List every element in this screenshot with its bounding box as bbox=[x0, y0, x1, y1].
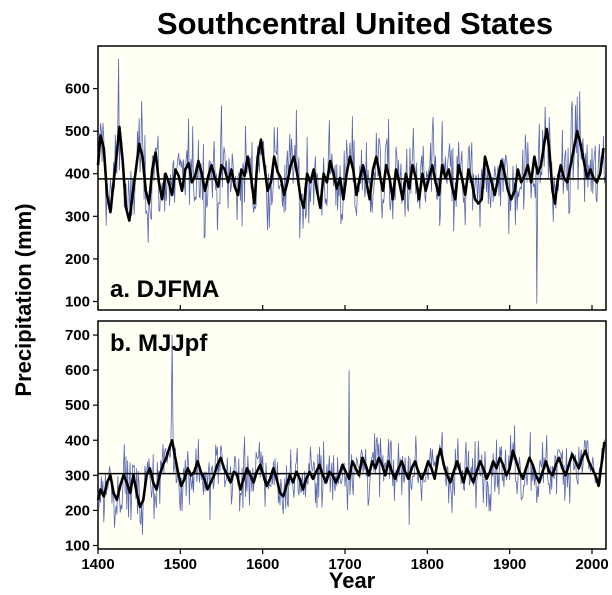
y-tick-label: 300 bbox=[65, 208, 90, 225]
x-tick-label: 1600 bbox=[246, 556, 279, 573]
y-tick-label: 500 bbox=[65, 123, 90, 140]
panel-a: 100 200 300 400 500 600 a. DJFMA bbox=[65, 45, 607, 311]
y-tick-label: 100 bbox=[65, 293, 90, 310]
x-tick-label: 1500 bbox=[164, 556, 197, 573]
x-tick-label: 1800 bbox=[411, 556, 444, 573]
y-tick-label: 600 bbox=[65, 81, 90, 98]
y-tick-label: 700 bbox=[65, 327, 90, 344]
panel-a-label: a. DJFMA bbox=[110, 276, 219, 303]
x-axis-title: Year bbox=[329, 568, 376, 593]
panel-b-y-axis: 100 200 300 400 500 600 700 bbox=[65, 327, 98, 554]
annual-precipitation-line bbox=[97, 334, 606, 535]
y-tick-label: 200 bbox=[65, 502, 90, 519]
x-axis: 1400 1500 1600 1700 1800 1900 2000 bbox=[81, 305, 609, 573]
y-tick-label: 200 bbox=[65, 251, 90, 268]
x-tick-label: 2000 bbox=[575, 556, 608, 573]
y-tick-label: 600 bbox=[65, 362, 90, 379]
y-tick-label: 500 bbox=[65, 397, 90, 414]
y-tick-label: 400 bbox=[65, 166, 90, 183]
panel-a-smoothed-series bbox=[96, 125, 605, 222]
y-tick-label: 400 bbox=[65, 432, 90, 449]
panel-b-label: b. MJJpf bbox=[110, 330, 208, 357]
smoothed-precipitation-line bbox=[96, 125, 605, 222]
y-axis-title: Precipitation (mm) bbox=[11, 203, 36, 396]
x-tick-label: 1400 bbox=[81, 556, 114, 573]
chart-title: Southcentral United States bbox=[157, 6, 553, 41]
panel-b-frame bbox=[97, 320, 607, 550]
panel-a-y-axis: 100 200 300 400 500 600 bbox=[65, 81, 98, 310]
panel-b: 100 200 300 400 500 600 700 b. MJJpf bbox=[65, 320, 607, 554]
y-tick-label: 100 bbox=[65, 537, 90, 554]
x-tick-label: 1900 bbox=[493, 556, 526, 573]
x-tick-label: 1700 bbox=[328, 556, 361, 573]
y-tick-label: 300 bbox=[65, 467, 90, 484]
panel-b-annual-series bbox=[97, 334, 606, 535]
